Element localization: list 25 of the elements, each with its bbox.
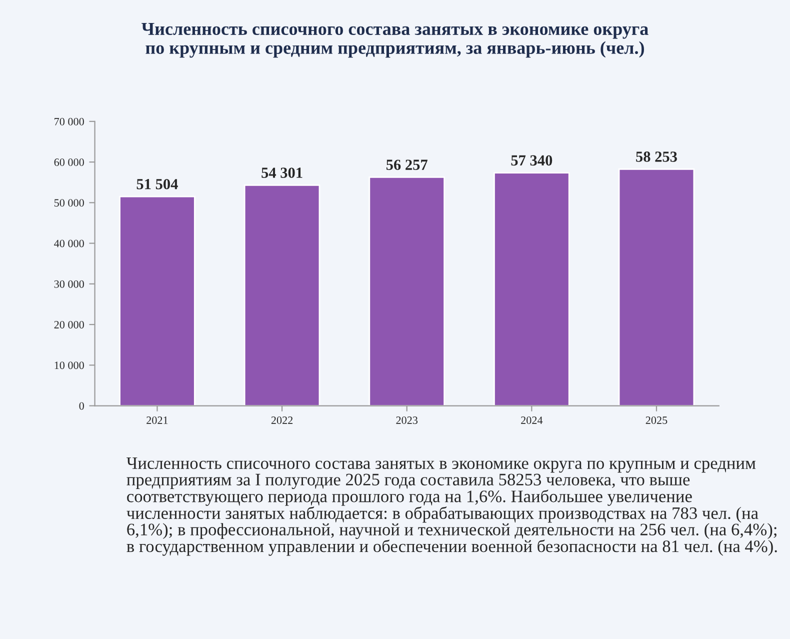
y-tick-label: 20 000: [54, 320, 84, 328]
text: Численность списочного состава занятых в экономике округа по крупным и средним предприятиям за I полугодие 2025 года составила 58253 человека, что выше соответствующего периода прошлого года на 1,6%. Наибольшее увеличение численности занятых наблюдается: в обрабатывающих производствах на 783 чел. (на 6,1%); в профессиональной, научной и технической деятельности на 256 чел. (на 6,4%); в государственном управлении и обеспечении военной безопасности на 81 чел. (на 4%).: [126, 458, 777, 556]
data-label: 58 253: [636, 152, 677, 162]
x-tick-label: 2022: [271, 416, 293, 424]
bar: [618, 168, 695, 406]
bar: [368, 176, 445, 406]
bar: [119, 196, 196, 406]
y-tick-label: 50 000: [54, 199, 84, 207]
x-tick-label: 2023: [396, 416, 418, 424]
y-tick-label: 10 000: [54, 362, 84, 370]
data-label: 54 301: [262, 168, 302, 178]
y-tick-label: 0: [79, 402, 84, 410]
y-tick-label: 60 000: [54, 158, 84, 166]
data-label: 56 257: [386, 160, 428, 170]
y-tick-label: 30 000: [54, 280, 84, 288]
chart-title: Численность списочного состава занятых в экономике округа по крупным и средним предприятиям, за январь-июнь (чел.): [142, 23, 648, 58]
y-tick-label: 70 000: [54, 118, 84, 126]
bar: [494, 172, 570, 406]
x-tick-label: 2024: [521, 416, 543, 424]
data-label: 57 340: [511, 155, 552, 166]
x-tick-label: 2021: [146, 416, 168, 424]
y-tick-label: 40 000: [54, 240, 84, 248]
x-tick-label: 2025: [646, 416, 668, 424]
data-label: 51 504: [136, 178, 178, 190]
bar: [244, 184, 320, 406]
